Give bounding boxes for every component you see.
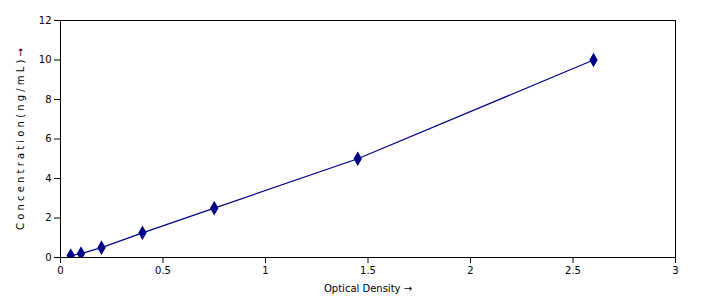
svg-text:1.5: 1.5 — [360, 265, 376, 276]
svg-text:10: 10 — [39, 54, 52, 65]
svg-text:0.5: 0.5 — [155, 265, 171, 276]
svg-text:8: 8 — [45, 94, 51, 105]
svg-text:2.5: 2.5 — [565, 265, 581, 276]
svg-text:1: 1 — [262, 265, 268, 276]
svg-text:0: 0 — [45, 252, 51, 263]
svg-text:C o n c e n t r a t i o n ( n: C o n c e n t r a t i o n ( n g / m L ) … — [15, 48, 26, 230]
svg-text:12: 12 — [39, 15, 52, 26]
svg-text:Optical Density →: Optical Density → — [324, 283, 412, 294]
svg-text:2: 2 — [467, 265, 473, 276]
svg-text:6: 6 — [45, 133, 51, 144]
svg-text:4: 4 — [45, 173, 51, 184]
svg-text:3: 3 — [672, 265, 678, 276]
svg-text:0: 0 — [57, 265, 63, 276]
svg-text:2: 2 — [45, 212, 51, 223]
